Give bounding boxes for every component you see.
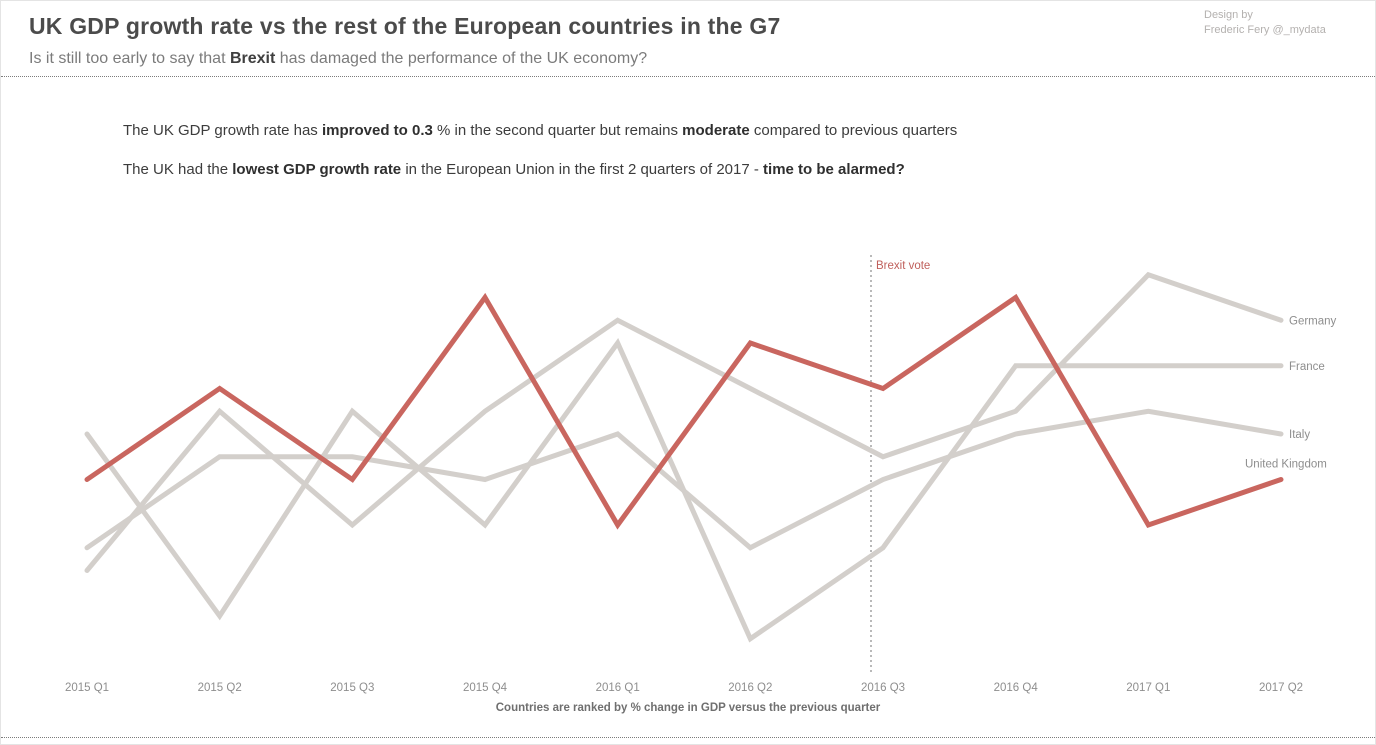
text-segment: compared to previous quarters — [749, 122, 958, 139]
emphasis-text: lowest GDP growth rate — [232, 161, 402, 178]
text-segment: has damaged the performance of the UK ec… — [275, 50, 648, 67]
chart-caption: Countries are ranked by % change in GDP … — [495, 702, 881, 714]
page-title: UK GDP growth rate vs the rest of the Eu… — [29, 13, 781, 39]
series-line-united-kingdom[interactable] — [84, 292, 1284, 530]
series-label-france: France — [1289, 361, 1325, 373]
x-axis-label: 2015 Q2 — [198, 682, 242, 694]
series-label-united-kingdom: United Kingdom — [1245, 459, 1327, 471]
text-segment: % in the second quarter but remains — [432, 122, 683, 139]
text-segment: The UK had the — [123, 161, 233, 178]
emphasis-text: time to be alarmed? — [763, 161, 905, 178]
emphasis-text: Brexit — [229, 50, 276, 67]
x-axis-label: 2015 Q3 — [330, 682, 374, 694]
credit-line-1: Design by — [1204, 9, 1253, 21]
text-segment: in the European Union in the first 2 qua… — [401, 161, 764, 178]
header: UK GDP growth rate vs the rest of the Eu… — [1, 1, 1375, 77]
text-segment: The UK GDP growth rate has — [123, 122, 322, 139]
design-credit: Design by Frederic Fery @_mydata — [1204, 8, 1326, 38]
annotation-uk-lowest: The UK had the lowest GDP growth rate in… — [123, 161, 905, 178]
page-subtitle: Is it still too early to say that Brexit… — [29, 50, 647, 68]
x-axis-label: 2015 Q1 — [65, 682, 109, 694]
x-axis-label: 2016 Q3 — [861, 682, 905, 694]
emphasis-text: improved to 0.3 — [321, 122, 433, 139]
x-axis-label: 2017 Q2 — [1259, 682, 1303, 694]
series-label-germany: Germany — [1289, 315, 1337, 327]
x-axis-label: 2016 Q2 — [728, 682, 772, 694]
annotation-uk-improvement: The UK GDP growth rate has improved to 0… — [123, 122, 957, 139]
series-line-germany[interactable] — [84, 271, 1284, 573]
brexit-vote-label: Brexit vote — [876, 260, 930, 272]
x-axis-label: 2016 Q4 — [994, 682, 1039, 694]
x-axis-label: 2017 Q1 — [1126, 682, 1170, 694]
x-axis-label: 2016 Q1 — [596, 682, 640, 694]
text-segment: Is it still too early to say that — [29, 50, 230, 67]
series-label-italy: Italy — [1289, 429, 1310, 441]
emphasis-text: moderate — [682, 122, 750, 139]
credit-line-2: Frederic Fery @_mydata — [1204, 24, 1326, 36]
x-axis-label: 2015 Q4 — [463, 682, 508, 694]
series-line-italy[interactable] — [84, 408, 1284, 551]
bottom-divider — [1, 737, 1375, 738]
